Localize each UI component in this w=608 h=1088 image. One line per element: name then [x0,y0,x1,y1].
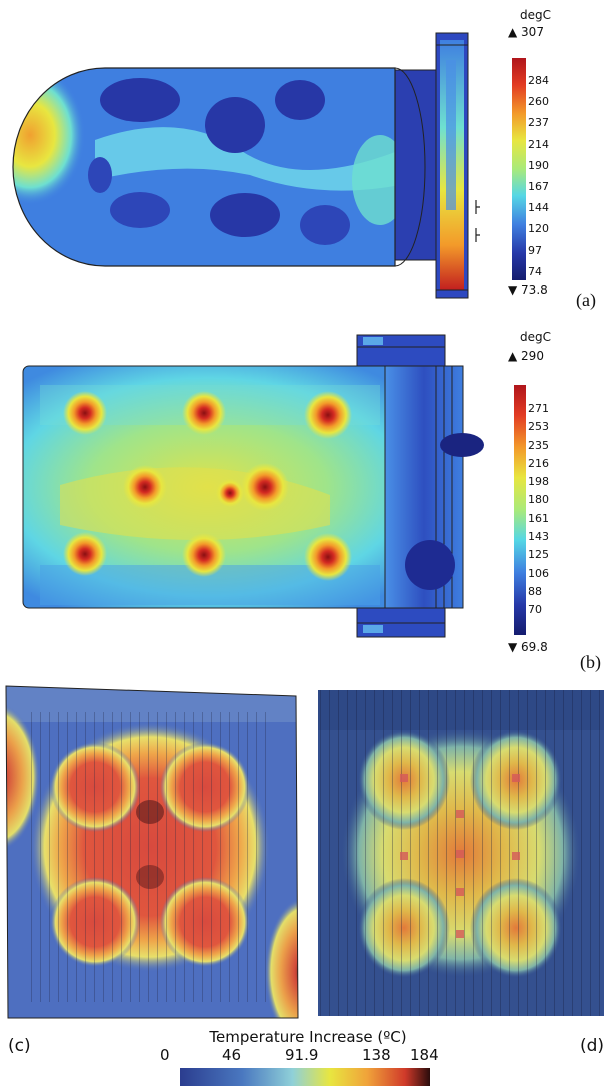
legend-b-tick: 180 [528,493,549,507]
legend-b-tick: 271 [528,402,549,415]
panel-b-heatmap [22,334,484,638]
panel-a-figure [0,0,480,300]
legend-a-tick: 120 [528,222,549,236]
panel-c-label: (c) [8,1036,31,1056]
bottom-legend-title: Temperature Increase (ºC) [209,1028,407,1046]
panel-d-label: (d) [580,1036,605,1056]
legend-a-tick: 190 [528,158,549,172]
legend-b-tick: 216 [528,456,549,470]
legend-b-tick: 70 [528,603,542,617]
legend-a-tick: 144 [528,201,549,215]
bottom-legend-tick: 184 [410,1046,439,1064]
panel-c-heatmap [5,685,299,1019]
legend-b-unit: degC [520,330,551,344]
legend-a-tick: 74 [528,264,542,278]
legend-b-tick: 143 [528,530,549,544]
legend-a-tick: 214 [528,137,549,151]
panel-d-heatmap [318,690,604,1016]
legend-a-tick: 167 [528,180,549,194]
legend-b-tick: 88 [528,584,542,598]
legend-a-ticks: 284 260 237 214 190 167 144 120 97 74 [528,70,549,282]
bottom-legend-colorbar [180,1068,430,1086]
legend-b-max: ▲ 290 [508,349,544,363]
legend-a-tick: 97 [528,243,542,257]
legend-a-max: ▲ 307 [508,25,544,39]
panel-c-figure [0,682,300,1022]
legend-a-unit: degC [520,8,551,22]
panel-b-label: (b) [580,652,601,672]
legend-a-tick: 284 [528,74,549,87]
legend-b-tick: 161 [528,511,549,525]
bottom-legend-tick: 91.9 [285,1046,319,1064]
panel-d-figure [316,688,606,1018]
bottom-legend-tick: 138 [362,1046,391,1064]
panel-a-heatmap [12,32,480,299]
legend-b-tick: 235 [528,438,549,452]
legend-b-colorbar [514,385,526,635]
legend-b-tick: 106 [528,566,549,580]
legend-b-ticks: 271 253 235 216 198 180 161 143 125 106 … [528,400,549,620]
legend-b-tick: 253 [528,420,549,434]
bottom-legend-tick: 46 [222,1046,242,1064]
legend-a-min: ▼ 73.8 [508,283,548,297]
panel-b-figure [0,325,490,645]
bottom-legend-ticks: 0 46 91.9 138 184 [150,1046,450,1066]
legend-a-colorbar [512,58,526,280]
legend-a-tick: 260 [528,95,549,109]
panel-a-label: (a) [576,290,596,310]
legend-b-tick: 125 [528,548,549,562]
legend-a-tick: 237 [528,116,549,130]
bottom-legend-tick: 0 [160,1046,170,1064]
legend-b-min: ▼ 69.8 [508,640,548,654]
legend-b-tick: 198 [528,475,549,489]
